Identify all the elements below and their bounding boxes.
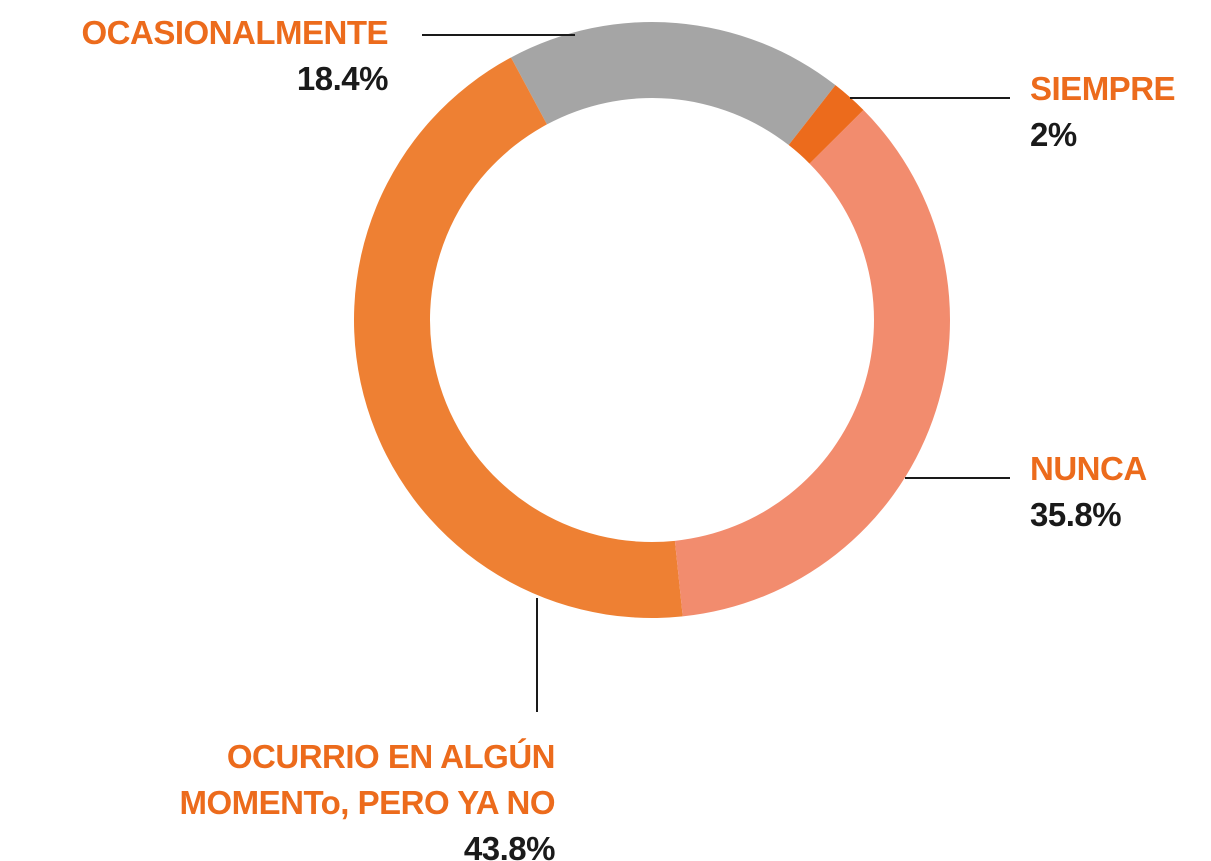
value-label: 43.8% — [463, 830, 556, 861]
category-label: SIEMPRE — [1030, 70, 1176, 107]
value-label: 2% — [1030, 116, 1077, 153]
category-label: OCURRIO EN ALGÚN MOMENTo, PERO YA NO — [179, 738, 555, 821]
donut-segment — [788, 85, 864, 164]
segment-label: SIEMPRE 2% — [1030, 66, 1176, 158]
leader-lines — [422, 34, 1010, 712]
segment-label: OCURRIO EN ALGÚN MOMENTo, PERO YA NO 43.8… — [95, 734, 555, 861]
value-label: 35.8% — [1030, 496, 1122, 533]
value-label: 18.4% — [296, 60, 389, 97]
category-label: NUNCA — [1030, 450, 1147, 487]
segment-label: OCASIONALMENTE 18.4% — [82, 10, 389, 102]
donut-segment — [353, 57, 683, 618]
donut-segment — [510, 21, 836, 146]
category-label: OCASIONALMENTE — [81, 14, 389, 51]
segment-label: NUNCA 35.8% — [1030, 446, 1147, 538]
donut-segment — [674, 110, 951, 617]
